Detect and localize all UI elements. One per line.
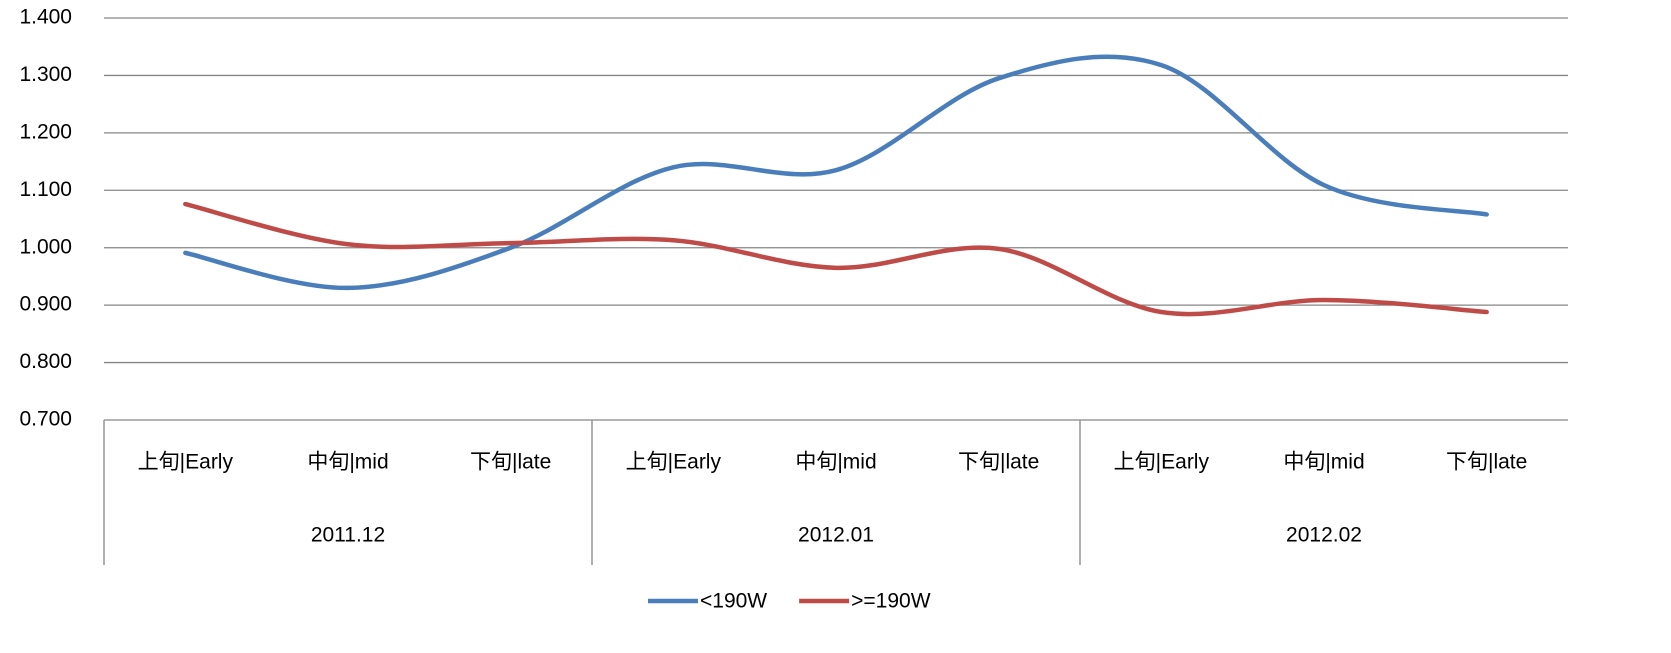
y-tick-label: 0.800 [19, 350, 72, 373]
y-tick-label: 1.300 [19, 63, 72, 86]
x-tick-label: 上旬|Early [626, 451, 722, 474]
series-line [183, 54, 1489, 291]
y-tick-label: 1.200 [19, 120, 72, 143]
y-tick-label: 0.700 [19, 408, 72, 431]
group-label: 2012.02 [1286, 524, 1362, 547]
x-tick-label: 中旬|mid [1283, 451, 1364, 474]
group-label: 2011.12 [311, 524, 385, 547]
series-line [183, 201, 1489, 317]
x-tick-label: 上旬|Early [1114, 451, 1210, 474]
y-tick-label: 1.000 [19, 235, 72, 258]
y-tick-label: 1.400 [19, 6, 72, 29]
y-tick-label: 1.100 [19, 178, 72, 201]
x-tick-label: 中旬|mid [795, 451, 876, 474]
x-tick-label: 上旬|Early [138, 451, 234, 474]
legend-label: <190W [700, 590, 767, 613]
group-label: 2012.01 [798, 524, 874, 547]
y-tick-label: 0.900 [19, 293, 72, 316]
legend-label: >=190W [851, 590, 931, 613]
x-tick-label: 下旬|late [1446, 451, 1527, 474]
x-tick-label: 下旬|late [958, 451, 1039, 474]
x-tick-label: 中旬|mid [307, 451, 388, 474]
x-tick-label: 下旬|late [470, 451, 551, 474]
